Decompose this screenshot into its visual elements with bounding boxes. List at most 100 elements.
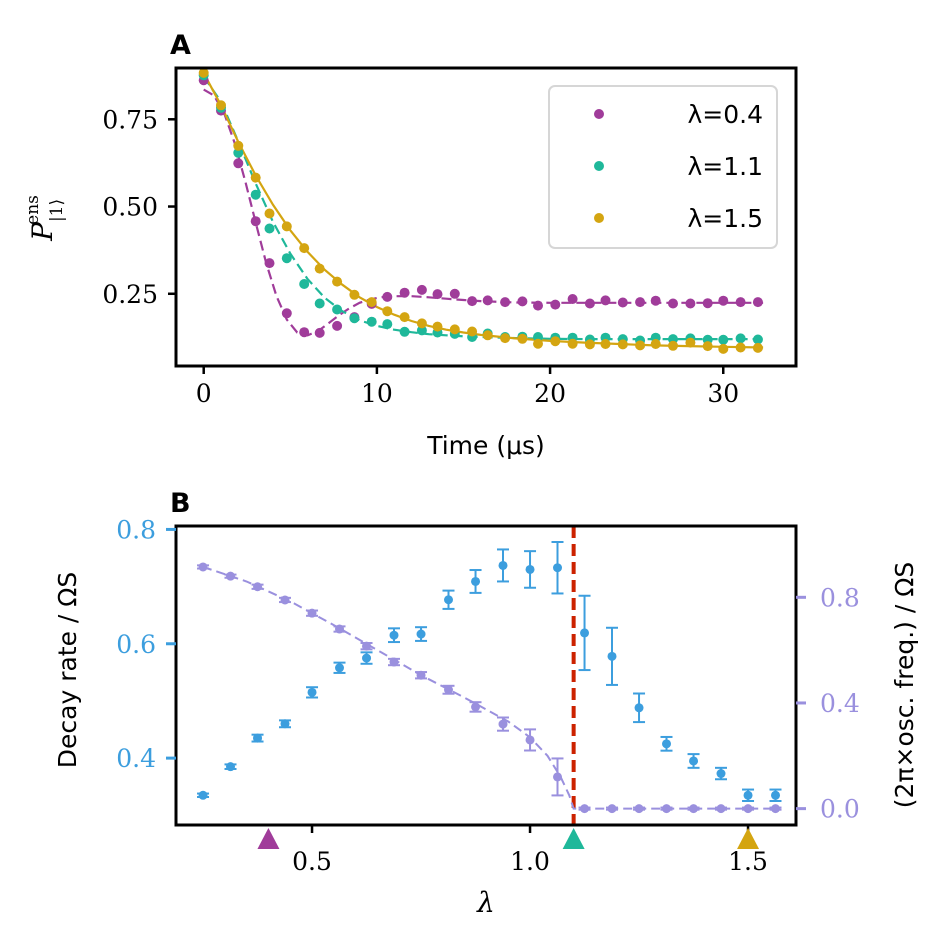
legend-marker: [594, 161, 604, 171]
panel-a-y-ticks: 0.25 0.50 0.75: [102, 105, 176, 309]
panel-a-data-points: [198, 67, 763, 354]
frequency-point: [415, 670, 428, 680]
panel-a-x-axis-label: Time (μs): [426, 431, 545, 460]
panel-b-right-y-ticks: 0.0 0.4 0.8: [796, 583, 860, 824]
frequency-point: [660, 804, 673, 814]
data-point-series-2: [467, 326, 478, 337]
data-point-series-1: [264, 223, 275, 234]
legend-marker: [594, 109, 604, 119]
x-tick-label: 1.5: [728, 847, 768, 876]
right-y-tick-label: 0.0: [820, 795, 860, 824]
frequency-point: [687, 804, 700, 814]
lambda-marker-triangle: [562, 828, 585, 849]
data-point-series-2: [416, 318, 427, 329]
x-tick-label: 1.0: [510, 847, 550, 876]
data-point-series-2: [382, 306, 393, 317]
data-point-series-0: [332, 320, 343, 331]
frequency-point: [469, 701, 482, 713]
data-point-series-2: [366, 297, 377, 308]
y-tick-label: 0.25: [102, 280, 158, 309]
x-tick-label: 0: [196, 379, 212, 408]
frequency-fit-line: [202, 565, 776, 810]
legend-label: λ=0.4: [687, 100, 763, 129]
legend: λ=0.4 λ=1.1 λ=1.5: [548, 85, 778, 249]
data-point-series-0: [314, 327, 325, 338]
panel-b-frequency-points: [197, 562, 782, 814]
data-point-series-1: [233, 147, 244, 158]
data-point-series-0: [735, 297, 746, 308]
data-point-series-0: [233, 158, 244, 169]
data-point-series-0: [382, 291, 393, 302]
decay-point: [606, 626, 619, 686]
data-point-series-0: [600, 295, 611, 306]
decay-point: [551, 541, 564, 595]
data-point-series-0: [650, 295, 661, 306]
data-point-series-0: [432, 289, 443, 300]
panel-b-decay-points: [197, 541, 782, 802]
decay-point: [469, 569, 482, 594]
decay-point: [306, 686, 319, 699]
frequency-point: [606, 804, 619, 814]
x-tick-label: 0.5: [292, 847, 332, 876]
data-point-series-1: [416, 325, 427, 336]
data-point-series-2: [250, 172, 261, 183]
data-point-series-0: [718, 295, 729, 306]
left-y-tick-label: 0.8: [116, 515, 156, 544]
data-point-series-1: [399, 326, 410, 337]
data-point-series-1: [349, 313, 360, 324]
panel-a-x-ticks: 0 10 20 30: [196, 366, 739, 408]
panel-b-letter: B: [170, 488, 191, 519]
data-point-series-1: [382, 319, 393, 330]
data-point-series-2: [399, 312, 410, 323]
data-point-series-0: [533, 300, 543, 311]
data-point-series-1: [752, 334, 763, 345]
panel-b-x-ticks: 0.5 1.0 1.5: [292, 825, 768, 876]
data-point-series-2: [216, 100, 226, 111]
data-point-series-2: [567, 338, 578, 349]
frequency-point: [633, 804, 646, 814]
frequency-point: [251, 582, 264, 592]
decay-point: [197, 790, 210, 800]
frequency-point: [769, 804, 782, 814]
data-point-series-2: [584, 339, 595, 350]
right-y-tick-label: 0.8: [820, 583, 860, 612]
data-point-series-1: [718, 334, 729, 345]
data-point-series-2: [264, 208, 275, 219]
data-point-series-2: [482, 330, 493, 341]
lambda-marker-triangle: [737, 828, 760, 849]
left-y-tick-label: 0.4: [116, 744, 156, 773]
frequency-point: [388, 657, 401, 667]
data-point-series-0: [250, 216, 261, 227]
left-y-tick-label: 0.6: [116, 630, 156, 659]
panel-b-left-y-ticks: 0.4 0.6 0.8: [116, 515, 176, 773]
data-point-series-0: [584, 298, 595, 309]
data-point-series-1: [281, 253, 292, 264]
data-point-series-1: [314, 298, 325, 309]
panel-a-frame: [174, 66, 798, 368]
data-point-series-2: [752, 342, 763, 353]
x-tick-label: 20: [534, 379, 566, 408]
data-point-series-0: [467, 296, 478, 307]
data-point-series-2: [500, 333, 511, 344]
data-point-series-2: [533, 338, 543, 349]
data-point-series-2: [332, 276, 343, 287]
decay-point: [279, 719, 292, 729]
data-point-series-2: [314, 263, 325, 274]
panel-b-right-y-axis-label: (2π×osc. freq.) / ΩS: [890, 562, 919, 808]
data-point-series-2: [517, 333, 528, 344]
frequency-point: [279, 595, 292, 605]
legend-box: [548, 85, 778, 249]
data-point-series-0: [299, 327, 310, 338]
decay-point: [633, 692, 646, 724]
frequency-point: [497, 716, 510, 732]
frequency-point: [715, 804, 728, 814]
data-point-series-2: [702, 341, 713, 352]
lambda-marker-triangle: [257, 828, 280, 849]
panel-b-x-axis-label: λ: [476, 886, 495, 919]
data-point-series-2: [449, 324, 460, 335]
decay-point: [497, 548, 510, 583]
data-point-series-2: [668, 340, 678, 351]
data-point-series-2: [735, 342, 746, 353]
decay-point: [442, 589, 455, 610]
decay-point: [333, 661, 346, 674]
